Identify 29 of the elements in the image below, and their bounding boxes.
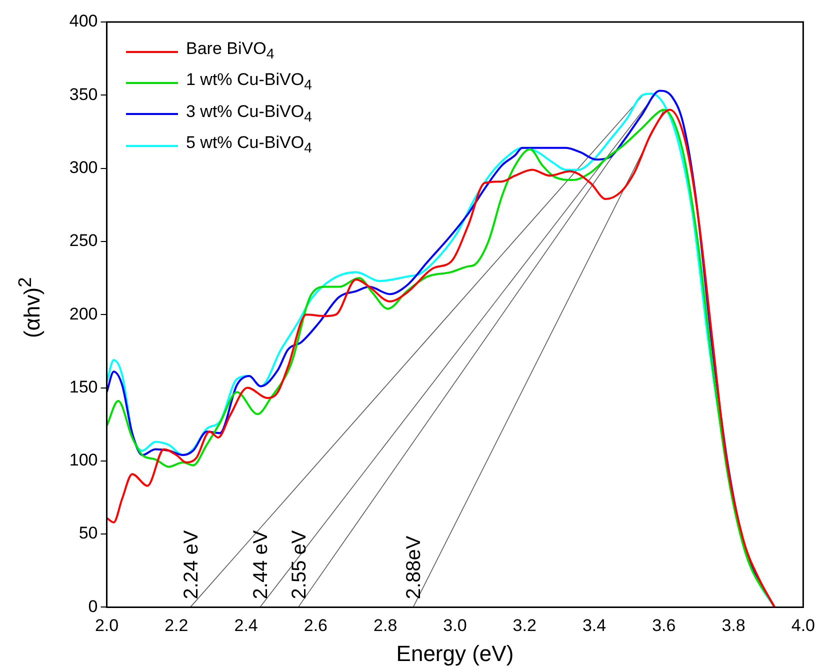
legend-label: 1 wt% Cu-BiVO$_{4}$ (186, 69, 312, 96)
y-tick-label: 200 (69, 304, 98, 324)
y-tick-label: 250 (69, 231, 98, 250)
x-tick-label: 2.8 (374, 616, 398, 636)
y-tick-label: 100 (69, 450, 98, 470)
y-tick-label: 350 (69, 84, 98, 104)
legend-label: Bare BiVO$_{4}$ (186, 38, 274, 64)
x-tick-label: 3.4 (582, 616, 606, 636)
annotation: 2.88eV (403, 535, 426, 600)
x-tick-label: 4.0 (791, 616, 816, 636)
x-tick-label: 2.4 (234, 616, 258, 636)
x-tick-label: 3.2 (512, 616, 536, 636)
x-tick-label: 2.6 (304, 616, 328, 636)
annotation: 2.55 eV (288, 530, 310, 600)
x-tick-label: 2.0 (94, 616, 119, 636)
x-axis-title: Energy (eV) (396, 640, 514, 666)
x-tick-label: 3.0 (443, 616, 467, 636)
legend-label: 3 wt% Cu-BiVO$_{4}$ (186, 100, 312, 128)
x-tick-label: 2.2 (164, 616, 188, 636)
x-tick-label: 3.8 (722, 616, 746, 636)
y-tick-label: 0 (88, 596, 98, 616)
y-tick-label: 400 (69, 12, 98, 31)
x-tick-label: 3.6 (652, 616, 676, 636)
y-tick-label: 300 (69, 158, 98, 177)
annotation: 2.44 eV (250, 530, 272, 600)
annotation: 2.24 eV (180, 530, 202, 600)
y-tick-label: 150 (69, 377, 98, 396)
y-tick-label: 50 (78, 524, 98, 543)
legend-label: 5 wt% Cu-BiVO$_{4}$ (186, 132, 312, 159)
